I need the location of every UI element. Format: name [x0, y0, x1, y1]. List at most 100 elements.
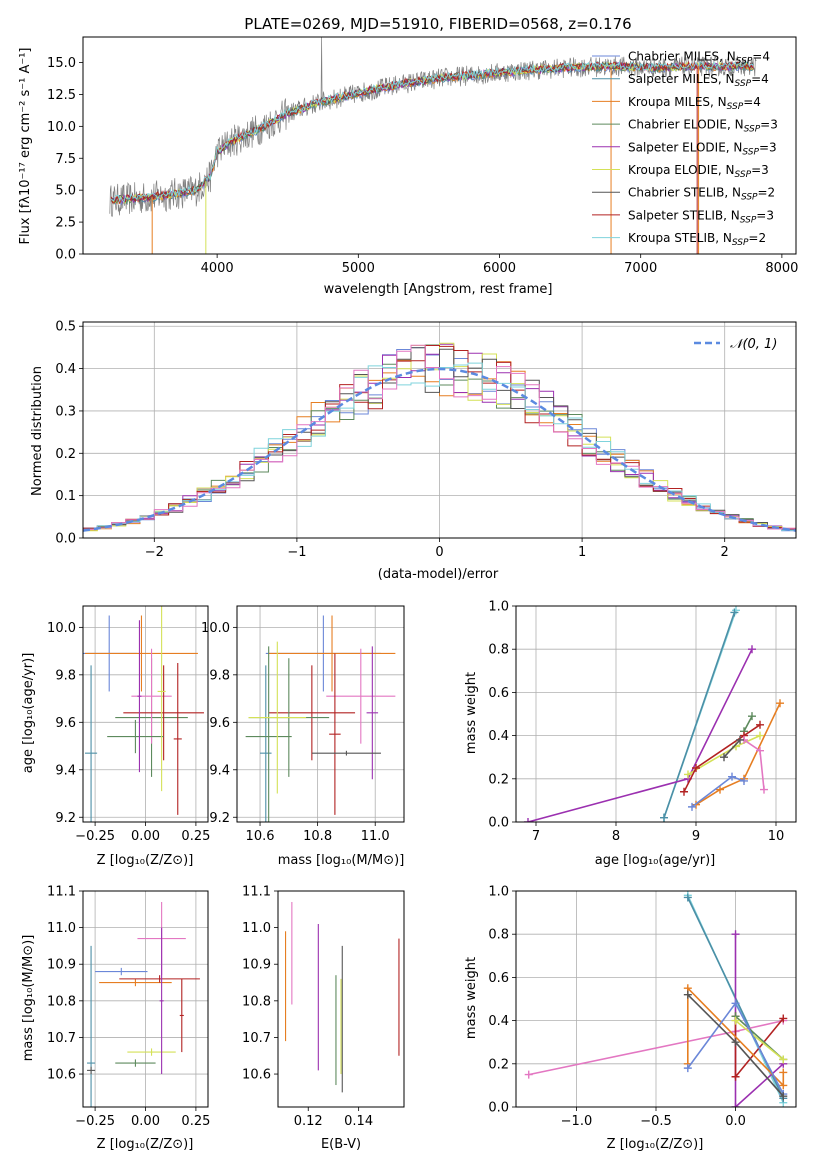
y-tick-label: 0.2: [488, 772, 509, 787]
y-tick-label: 0.5: [55, 320, 76, 335]
legend-label: Chabrier STELIB, NSSP=2: [628, 186, 775, 203]
y-tick-label: 0.0: [488, 1101, 509, 1116]
legend-label: Kroupa STELIB, NSSP=2: [628, 231, 766, 248]
weight-marker: [524, 818, 532, 822]
legend-label-subscript: SSP: [735, 170, 752, 180]
weight-vs-age-ylabel: mass weight: [464, 672, 479, 754]
legend-label-text: Kroupa ELODIE, N: [628, 163, 735, 177]
x-tick-label: −2: [145, 545, 164, 560]
histogram-lines: [83, 342, 796, 533]
y-tick-label: 0.4: [55, 362, 76, 377]
x-tick-label: 8: [612, 829, 620, 844]
spectrum-title: PLATE=0269, MJD=51910, FIBERID=0568, z=0…: [244, 15, 631, 33]
weight-marker: [779, 1055, 788, 1064]
weight-marker: [731, 1072, 740, 1081]
legend-label-subscript: SSP: [735, 79, 752, 89]
y-tick-label: 0.4: [488, 729, 509, 744]
y-tick-label: 9.6: [209, 716, 230, 731]
errorbar-group: [83, 606, 204, 822]
weight-marker: [683, 893, 692, 902]
y-tick-label: 9.4: [209, 763, 230, 778]
y-tick-label: 0.2: [488, 1057, 509, 1072]
legend-label: Salpeter MILES, NSSP=4: [628, 72, 769, 89]
y-tick-label: 11.0: [47, 921, 76, 936]
y-tick-label: 1.0: [488, 885, 509, 900]
legend-label: Chabrier MILES, NSSP=4: [628, 50, 770, 67]
legend-label-subscript: SSP: [744, 125, 761, 135]
y-tick-label: 5.0: [55, 184, 76, 199]
x-tick-label: 9: [692, 829, 700, 844]
y-tick-label: 9.8: [209, 668, 230, 683]
mass-vs-z-plot-area: −0.25 0.00 0.25 10.6 10.7 10.8 10.9 11.0 11.1: [47, 885, 210, 1130]
age-vs-z-xlabel: Z [log₁₀(Z/Z⊙)]: [97, 853, 194, 868]
legend-label-text: Salpeter MILES, N: [628, 72, 735, 86]
legend-label-text: Kroupa STELIB, N: [628, 231, 732, 245]
legend-label-value: =4: [752, 50, 770, 64]
legend-label: Salpeter ELODIE, NSSP=3: [628, 140, 777, 157]
weight-line: [663, 612, 736, 818]
y-tick-label: 10.8: [242, 994, 271, 1009]
mass-vs-z-ylabel: mass [log₁₀(M/M⊙)]: [21, 935, 36, 1062]
x-tick-label: 0.25: [181, 829, 210, 844]
weight-lines: [524, 606, 784, 822]
x-tick-label: 2: [721, 545, 729, 560]
residual-xlabel: (data-model)/error: [378, 567, 499, 582]
legend-label-value: =3: [760, 118, 778, 132]
residual-legend: 𝒩(0, 1): [694, 337, 777, 352]
weight-vs-age-panel: 7 8 9 10 0.0 0.2 0.4 0.6 0.8 1.0 age [log₁₀(age/y…: [464, 600, 797, 868]
legend-label: Kroupa MILES, NSSP=4: [628, 95, 761, 112]
axes-frame: [82, 605, 209, 823]
age-vs-mass-plot-area: 10.6 10.8 11.0 9.2 9.4 9.6 9.8 10.0: [201, 605, 405, 844]
y-tick-label: 9.8: [55, 668, 76, 683]
y-tick-label: 10.7: [47, 1031, 76, 1046]
y-tick-label: 10.6: [242, 1068, 271, 1083]
legend-label-subscript: SSP: [742, 147, 759, 157]
spectrum-panel: PLATE=0269, MJD=51910, FIBERID=0568, z=0…: [18, 15, 798, 297]
x-tick-label: 5000: [342, 261, 375, 276]
model-spectrum-line: [110, 60, 754, 204]
weight-marker: [779, 1081, 788, 1090]
y-tick-label: 11.1: [242, 885, 271, 900]
residual-panel: −2 −1 0 1 2 0.0 0.1 0.2 0.3 0.4 0.5 (data-model)/e…: [30, 320, 797, 582]
x-tick-label: 1: [578, 545, 586, 560]
y-tick-label: 0.8: [488, 643, 509, 658]
weight-line: [695, 702, 781, 806]
weight-vs-z-panel: −1.0 −0.5 0.0 0.0 0.2 0.4 0.6 0.8 1.0 Z [log₁₀(Z…: [464, 885, 797, 1152]
legend-label-text: Chabrier STELIB, N: [628, 186, 741, 200]
errorbar-group: [285, 901, 400, 1093]
weight-marker: [731, 1103, 740, 1107]
weight-line: [687, 986, 785, 1088]
axes-frame: [277, 890, 405, 1108]
x-tick-label: −0.25: [75, 1114, 115, 1129]
weight-vs-z-ylabel: mass weight: [464, 957, 479, 1039]
weight-marker: [683, 1064, 692, 1073]
weight-marker: [776, 699, 784, 708]
legend-label-text: Chabrier ELODIE, N: [628, 118, 744, 132]
errorbar-group: [245, 615, 396, 822]
weight-marker: [524, 1070, 533, 1079]
y-tick-label: 10.9: [242, 958, 271, 973]
legend-label-text: Kroupa MILES, N: [628, 95, 727, 109]
weight-marker: [731, 999, 740, 1008]
age-vs-mass-panel: 10.6 10.8 11.0 9.2 9.4 9.6 9.8 10.0 mass [log₁₀…: [201, 605, 405, 868]
y-tick-label: 10.6: [47, 1068, 76, 1083]
y-tick-label: 10.0: [47, 120, 76, 135]
legend-label-subscript: SSP: [732, 238, 749, 248]
weight-line: [683, 724, 761, 793]
legend-label-value: =2: [758, 186, 776, 200]
weight-marker: [740, 776, 748, 785]
legend-label-value: =4: [751, 72, 769, 86]
x-tick-label: −0.25: [75, 829, 115, 844]
y-tick-label: 10.0: [47, 621, 76, 636]
spectrum-ylabel: Flux [fλ10⁻¹⁷ erg cm⁻² s⁻¹ A⁻¹]: [18, 48, 33, 245]
weight-vs-age-plot-area: 7 8 9 10 0.0 0.2 0.4 0.6 0.8 1.0: [488, 600, 797, 844]
weight-marker: [684, 770, 692, 779]
legend-label-subscript: SSP: [727, 102, 744, 112]
legend-label-value: =3: [751, 163, 769, 177]
legend-label-value: =3: [756, 208, 774, 222]
weight-vs-age-xlabel: age [log₁₀(age/yr)]: [595, 853, 716, 868]
weight-marker: [688, 802, 696, 811]
legend-label-value: =4: [743, 95, 761, 109]
y-tick-label: 2.5: [55, 216, 76, 231]
